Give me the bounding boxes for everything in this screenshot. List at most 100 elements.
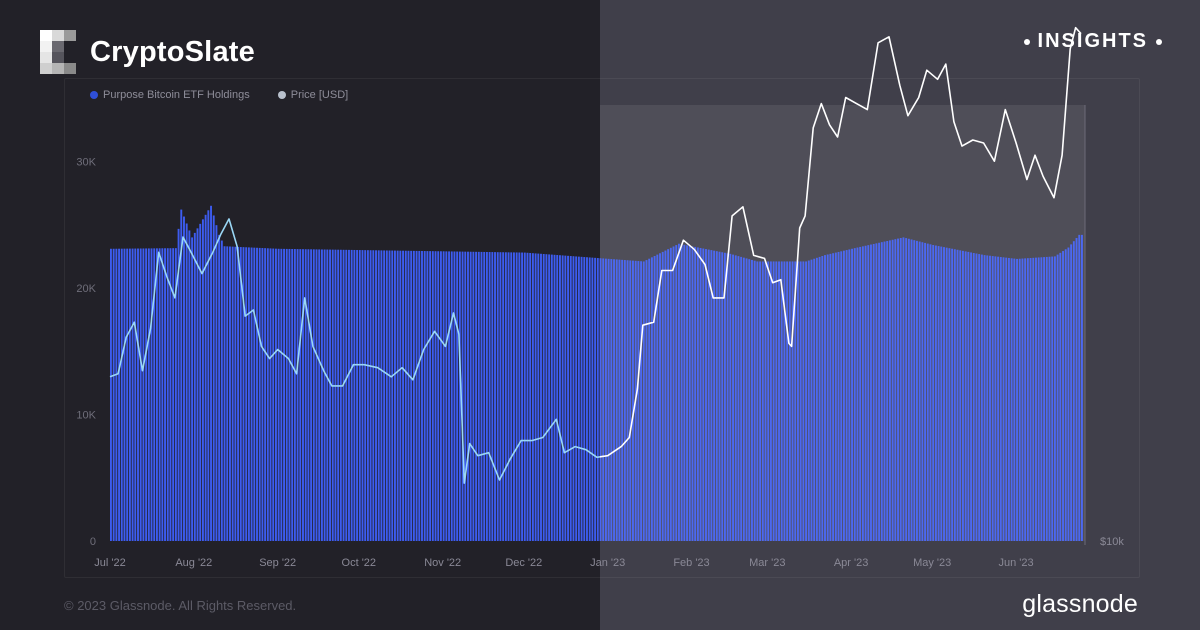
holdings-bar <box>883 241 886 541</box>
holdings-bar <box>464 251 467 541</box>
holdings-bar <box>1013 258 1016 541</box>
holdings-bar <box>137 248 139 541</box>
holdings-bar <box>980 254 983 541</box>
holdings-bar <box>686 245 689 541</box>
holdings-bar <box>523 252 526 541</box>
holdings-bar <box>1048 256 1051 541</box>
holdings-bar <box>672 246 675 541</box>
holdings-bar <box>1051 256 1054 541</box>
holdings-bar <box>540 253 542 542</box>
holdings-bar <box>215 225 218 542</box>
holdings-bar <box>131 248 134 541</box>
holdings-bar <box>283 248 285 541</box>
holdings-bar <box>350 249 353 542</box>
holdings-bar <box>872 243 875 541</box>
holdings-bar <box>339 249 342 541</box>
holdings-bar <box>1075 238 1078 541</box>
holdings-bar <box>423 251 426 541</box>
holdings-bar <box>748 259 751 541</box>
chart-frame <box>64 78 1140 578</box>
holdings-bar <box>894 239 897 541</box>
holdings-bar <box>924 242 927 542</box>
holdings-bar <box>480 251 483 541</box>
holdings-bar <box>726 253 729 541</box>
holdings-bar <box>558 255 561 541</box>
brand-name: CryptoSlate <box>90 35 255 68</box>
holdings-bar <box>320 249 323 541</box>
holdings-bar <box>556 255 559 541</box>
holdings-bar <box>615 259 618 541</box>
holdings-bar <box>1067 247 1070 541</box>
holdings-bar <box>193 232 196 541</box>
holdings-bar <box>242 247 245 541</box>
holdings-bar <box>940 246 943 541</box>
holdings-bar <box>196 228 199 542</box>
holdings-bar <box>851 248 853 541</box>
holdings-bar <box>388 250 391 541</box>
holdings-bar <box>650 257 653 541</box>
holdings-bar <box>272 248 275 541</box>
holdings-bar <box>999 257 1002 541</box>
y-axis-left-ticks: 0 10K 20K 30K <box>76 157 96 549</box>
holdings-bar <box>439 251 442 541</box>
holdings-bar <box>1070 244 1073 542</box>
holdings-bar <box>583 257 586 541</box>
holdings-bar <box>1081 234 1083 541</box>
holdings-bar <box>618 259 621 541</box>
holdings-bar <box>253 247 256 541</box>
holdings-bar <box>829 253 832 541</box>
holdings-bar <box>742 257 745 541</box>
holdings-bar <box>1021 258 1024 541</box>
holdings-bar <box>986 255 989 541</box>
y-axis-right-ticks: $10k <box>1100 536 1124 548</box>
holdings-bar <box>399 250 402 541</box>
holdings-bar <box>296 249 299 541</box>
holdings-bar <box>258 247 261 541</box>
holdings-bar <box>112 248 115 541</box>
holdings-bar <box>696 247 699 541</box>
y-tick-label: 10K <box>76 410 96 422</box>
holdings-bar <box>899 238 902 541</box>
holdings-bar <box>280 248 283 541</box>
holdings-bar <box>461 251 464 542</box>
holdings-bar <box>910 239 913 541</box>
legend-item-holdings[interactable]: Purpose Bitcoin ETF Holdings <box>90 89 250 101</box>
holdings-bar <box>864 245 867 542</box>
holdings-bar <box>1043 257 1046 541</box>
holdings-bar <box>867 245 870 541</box>
copyright-text: © 2023 Glassnode. All Rights Reserved. <box>64 598 297 613</box>
holdings-bar <box>377 250 380 541</box>
price-line <box>109 26 1082 484</box>
holdings-bar <box>810 259 813 541</box>
holdings-bar <box>421 250 423 542</box>
holdings-bar <box>848 249 851 542</box>
holdings-bar <box>120 248 123 541</box>
holdings-bar <box>442 251 445 541</box>
holdings-bar <box>699 247 702 542</box>
holdings-bar <box>964 251 967 541</box>
holdings-bar <box>453 251 456 542</box>
holdings-bar <box>740 256 743 541</box>
holdings-bar <box>164 248 166 541</box>
holdings-bar <box>496 252 499 541</box>
holdings-bar <box>402 250 405 541</box>
holdings-bar <box>337 249 340 541</box>
holdings-bar <box>599 258 602 541</box>
holdings-bar <box>510 252 513 541</box>
legend-item-price[interactable]: Price [USD] <box>277 89 348 101</box>
holdings-bar <box>621 259 624 541</box>
holdings-bar <box>886 240 889 541</box>
bullet-dot-icon <box>1023 38 1030 45</box>
holdings-bar <box>840 251 843 541</box>
holdings-bar <box>353 249 356 541</box>
holdings-bar <box>394 250 396 541</box>
holdings-bar <box>826 254 829 542</box>
holdings-bar <box>177 228 180 542</box>
holdings-bar <box>891 239 894 541</box>
holdings-bar <box>661 251 664 541</box>
holdings-bar <box>169 248 172 541</box>
holdings-bar <box>231 246 234 541</box>
holdings-bar <box>753 260 756 541</box>
holdings-bar <box>775 261 778 541</box>
holdings-bar <box>907 238 910 541</box>
